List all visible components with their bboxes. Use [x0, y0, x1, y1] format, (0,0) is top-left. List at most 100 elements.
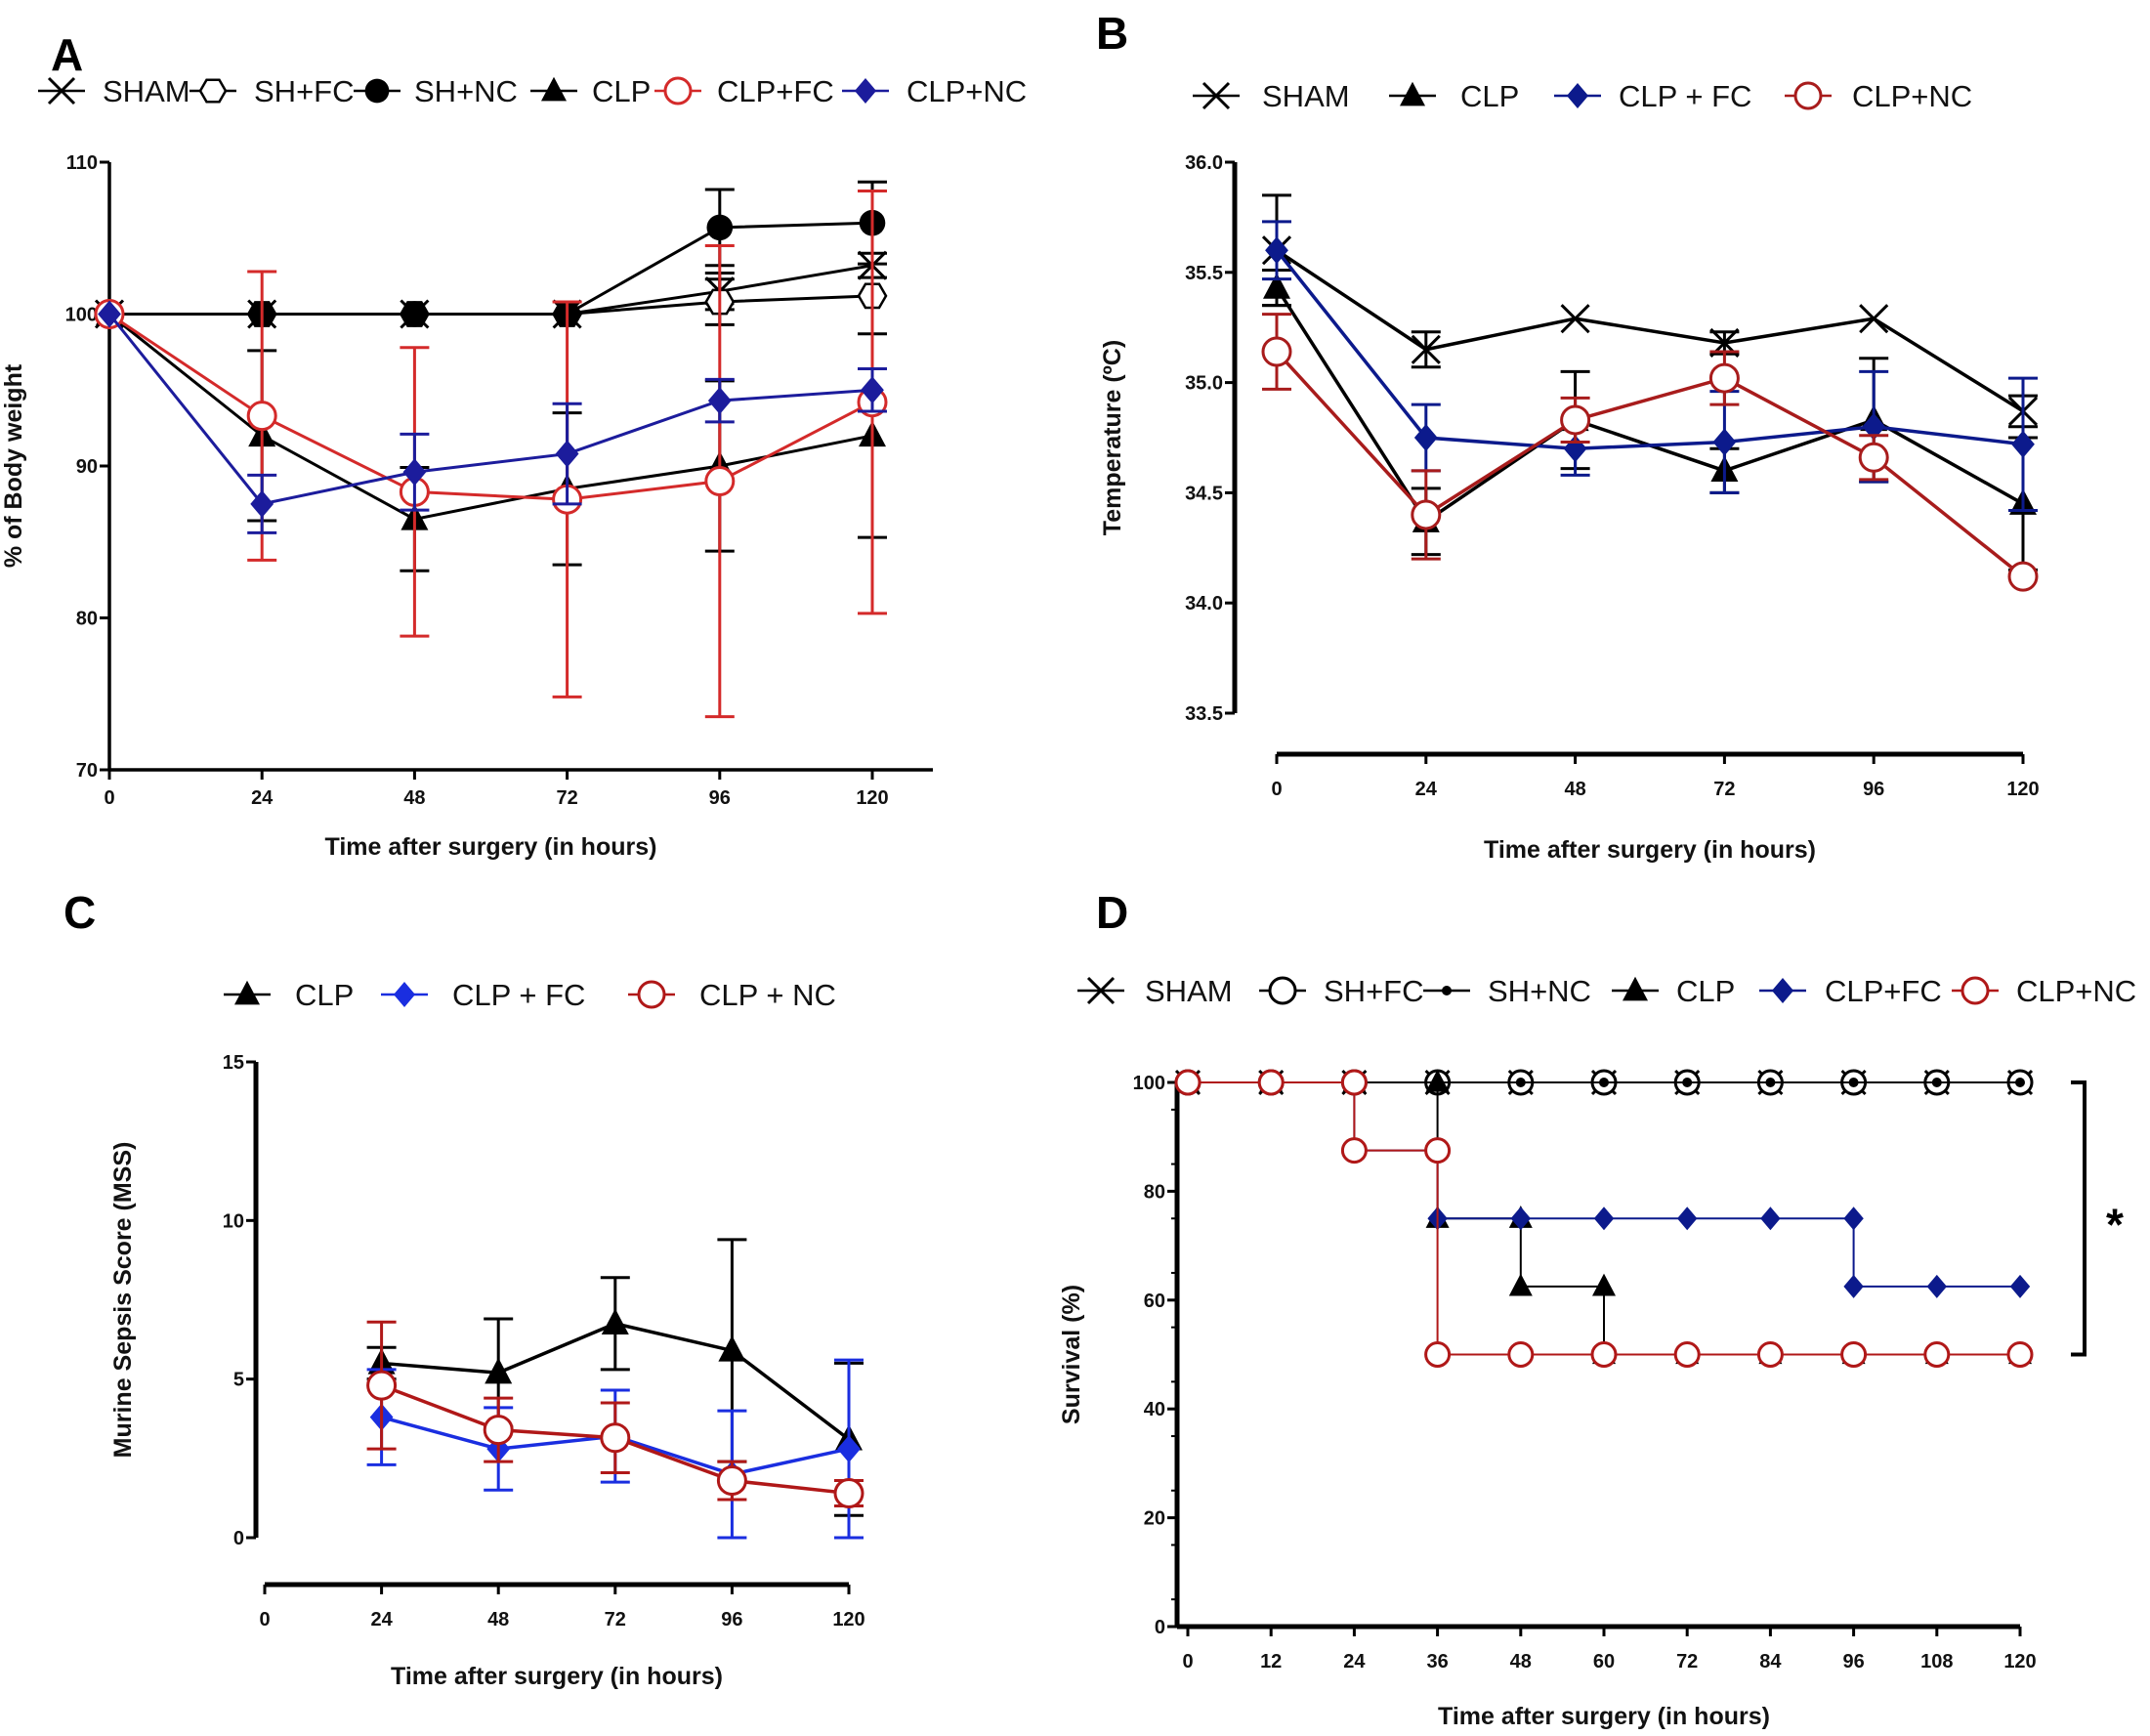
y-tick-label: 36.0 [1185, 152, 1223, 174]
x-tick-label: 0 [1182, 1651, 1193, 1672]
legend-marker [234, 980, 260, 1005]
legend-marker [1771, 978, 1794, 1003]
series-clp-fc [94, 190, 888, 719]
data-point [1508, 1273, 1533, 1296]
x-tick-label: 24 [1415, 779, 1438, 800]
x-tick-label: 84 [1759, 1651, 1782, 1672]
x-tick-label: 60 [1593, 1651, 1615, 1672]
legend-item: CLP+NC [1952, 974, 2136, 1008]
legend-marker [1201, 81, 1231, 110]
y-tick-label: 5 [233, 1370, 244, 1391]
x-tick-label: 12 [1260, 1651, 1282, 1672]
series-clp [1262, 269, 2038, 572]
legend-label: CLP+FC [1825, 974, 1942, 1008]
series-clp-nc [1174, 1069, 2034, 1368]
data-point [1859, 304, 1889, 334]
legend-item: SHAM [1193, 79, 1350, 113]
y-tick-label: 20 [1144, 1508, 1165, 1530]
data-point [2011, 430, 2035, 458]
x-tick-label: 96 [1863, 779, 1884, 800]
legend-item: SHAM [38, 74, 190, 108]
data-point [1174, 1069, 1201, 1096]
x-tick-label: 96 [721, 1609, 742, 1630]
series-sham [1261, 193, 2039, 429]
data-point [402, 458, 427, 487]
legend-label: CLP+NC [2016, 974, 2136, 1008]
data-point [1926, 1274, 1947, 1298]
x-tick-label: 36 [1426, 1651, 1448, 1672]
series-line [1276, 248, 2024, 413]
data-point [1592, 1273, 1616, 1296]
data-point [1708, 362, 1740, 394]
x-tick-label: 72 [1676, 1651, 1698, 1672]
legend-item: CLP+FC [654, 74, 834, 108]
legend-item: CLP [1389, 79, 1519, 113]
data-point [837, 1435, 861, 1463]
series-line [1275, 249, 2024, 451]
data-point [1843, 1274, 1864, 1298]
data-point [1756, 1341, 1784, 1368]
significance-bracket [2071, 1080, 2087, 1357]
legend-label: SH+NC [1488, 974, 1591, 1008]
y-tick-label: 80 [1144, 1181, 1165, 1203]
data-point [98, 300, 121, 328]
x-tick-label: 120 [2003, 1651, 2036, 1672]
legend-marker [663, 76, 693, 106]
data-point [1563, 435, 1587, 463]
data-point [246, 401, 277, 432]
panel-label: A [51, 29, 83, 80]
legend-marker [198, 78, 228, 104]
x-tick-label: 0 [259, 1609, 270, 1630]
legend-label: SH+FC [254, 74, 355, 108]
data-point [1515, 1078, 1526, 1087]
series-line [109, 264, 873, 316]
series-clp-nc [98, 300, 887, 534]
legend-marker [393, 982, 416, 1007]
x-tick-label: 48 [403, 787, 425, 809]
data-point [1590, 1341, 1618, 1368]
y-tick-label: 60 [1144, 1291, 1165, 1312]
panel-label: B [1096, 8, 1128, 59]
series-line [108, 313, 873, 501]
legend-label: CLP+NC [1852, 79, 1972, 113]
x-axis-label: Time after surgery (in hours) [391, 1663, 723, 1690]
legend-label: CLP [592, 74, 651, 108]
y-tick-label: 34.5 [1185, 483, 1223, 504]
data-point [706, 214, 734, 241]
x-axis-label: Time after surgery (in hours) [1438, 1703, 1770, 1730]
data-point [555, 440, 579, 468]
data-point [1411, 334, 1441, 364]
panel-a: A 70 80 90 100 110 0 24 48 72 96 120 Time after surg… [0, 29, 1027, 861]
y-axis-label: % of Body weight [0, 363, 27, 568]
data-point [1340, 1137, 1368, 1164]
legend-marker [637, 980, 666, 1009]
legend-label: CLP + FC [1619, 79, 1751, 113]
y-tick-label: 80 [76, 609, 98, 630]
series-sh-fc [94, 277, 888, 327]
legend-label: CLP+NC [906, 74, 1027, 108]
series-clp [96, 299, 887, 572]
x-tick-label: 48 [1510, 1651, 1532, 1672]
legend-marker [1400, 81, 1425, 106]
data-point [1560, 404, 1591, 436]
x-axis-label: Time after surgery (in hours) [1484, 836, 1816, 864]
legend-item: SH+FC [190, 74, 355, 108]
legend-marker [1960, 976, 1990, 1005]
data-point [366, 1370, 398, 1401]
y-axis-label: Temperature (ºC) [1099, 340, 1126, 535]
x-tick-label: 48 [487, 1609, 509, 1630]
series-line [108, 313, 873, 522]
legend-marker [47, 76, 76, 106]
data-point [1411, 499, 1442, 530]
x-tick-label: 120 [856, 787, 888, 809]
legend-label: CLP + FC [452, 978, 585, 1012]
legend-marker [541, 76, 567, 102]
data-point [1677, 1207, 1698, 1231]
x-tick-label: 0 [104, 787, 114, 809]
legend-item: CLP+NC [1785, 79, 1972, 113]
legend-label: SH+NC [414, 74, 518, 108]
data-point [1682, 1078, 1693, 1087]
panel-c: C 0 5 10 15 0 24 48 72 96 120 Time after surgery (i… [63, 887, 865, 1690]
series-line [109, 221, 873, 316]
data-point [1424, 1341, 1452, 1368]
